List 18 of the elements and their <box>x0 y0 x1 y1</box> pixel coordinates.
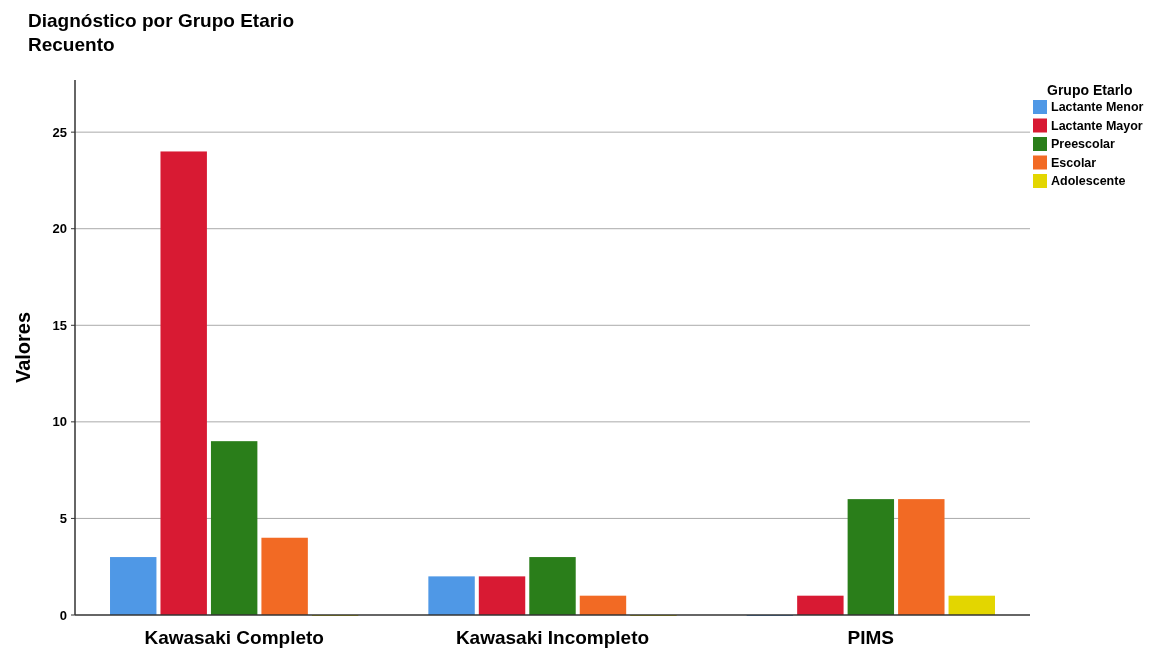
legend-label: Escolar <box>1051 155 1097 170</box>
y-tick-label: 15 <box>52 317 67 333</box>
y-tick-label: 5 <box>59 510 67 526</box>
legend-label: Lactante Mayor <box>1051 118 1143 133</box>
y-tick-label: 25 <box>52 124 67 140</box>
y-tick-label: 20 <box>52 221 67 237</box>
legend-title: Grupo Etarlo <box>1047 82 1133 98</box>
y-axis-title: Valores <box>12 311 34 384</box>
chart-subtitle: Recuento <box>28 34 115 55</box>
legend-label: Preescolar <box>1051 137 1116 152</box>
y-tick-label: 0 <box>59 607 67 623</box>
x-tick-label: Kawasaki Completo <box>144 627 324 648</box>
legend-label: Adolescente <box>1051 174 1126 189</box>
legend-label: Lactante Menor <box>1051 100 1144 115</box>
x-tick-label: Kawasaki Incompleto <box>455 627 650 648</box>
x-tick-label: PIMS <box>847 627 895 648</box>
chart-title: Diagnóstico por Grupo Etario <box>28 10 295 31</box>
y-tick-label: 10 <box>52 414 67 430</box>
